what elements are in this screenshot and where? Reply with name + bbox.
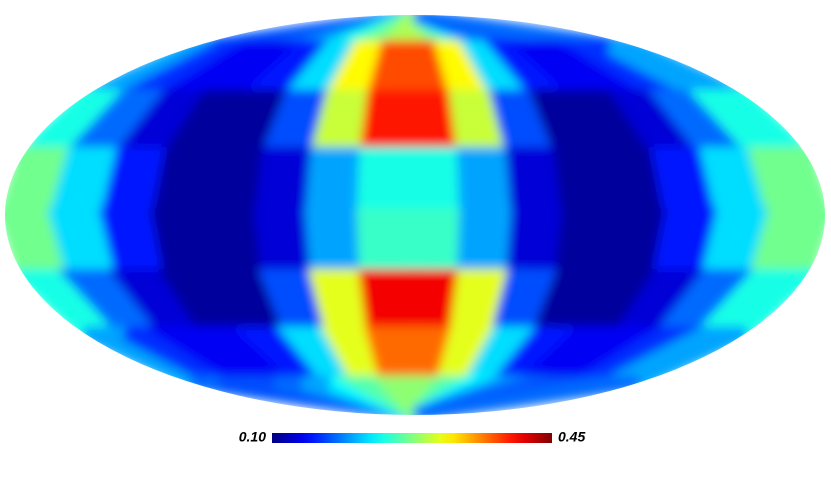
map-cell [747,208,825,284]
map-cell [356,208,422,284]
map-cell [358,269,422,341]
map-cell [356,146,422,222]
map-cells [5,15,825,415]
colorbar [272,433,552,443]
map-cell [301,375,418,415]
map-cell [747,146,825,222]
colorbar-min-label: 0.10 [239,429,266,445]
map-cell [358,89,422,161]
map-area [5,15,825,415]
map-cell [413,375,640,415]
colorbar-max-label: 0.45 [558,429,585,445]
